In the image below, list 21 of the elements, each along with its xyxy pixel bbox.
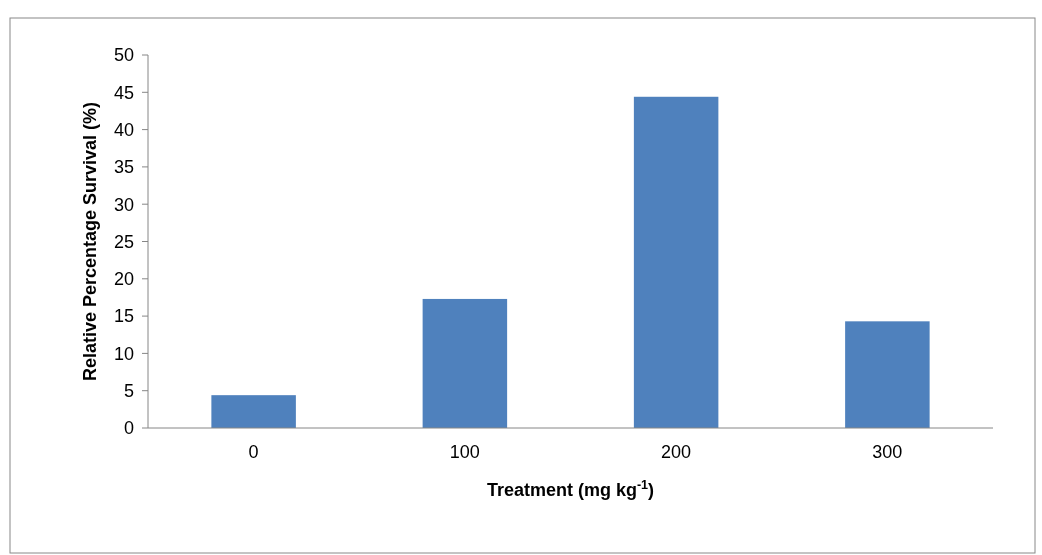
bar	[422, 298, 508, 428]
x-tick-label: 100	[449, 442, 480, 462]
y-tick-label: 10	[113, 343, 134, 364]
y-tick-label: 50	[113, 45, 134, 66]
y-axis-title: Relative Percentage Survival (%)	[80, 101, 100, 382]
x-tick-label: 0	[248, 442, 259, 462]
y-tick-label: 20	[113, 269, 134, 290]
y-tick-label: 15	[113, 306, 134, 327]
y-tick-label: 30	[113, 194, 134, 215]
x-tick-label: 300	[872, 442, 903, 462]
y-tick-label: 35	[113, 157, 134, 178]
bar	[633, 96, 719, 428]
y-tick-label: 40	[113, 119, 134, 140]
bar	[211, 395, 296, 428]
y-tick-label: 0	[123, 418, 134, 439]
x-axis-title: Treatment (mg kg$^{-1}$)	[486, 478, 655, 500]
y-tick-label: 5	[123, 381, 134, 401]
x-tick-label: 200	[661, 442, 692, 462]
y-tick-label: 25	[113, 231, 134, 252]
bar	[845, 321, 930, 428]
y-tick-label: 45	[113, 82, 134, 103]
